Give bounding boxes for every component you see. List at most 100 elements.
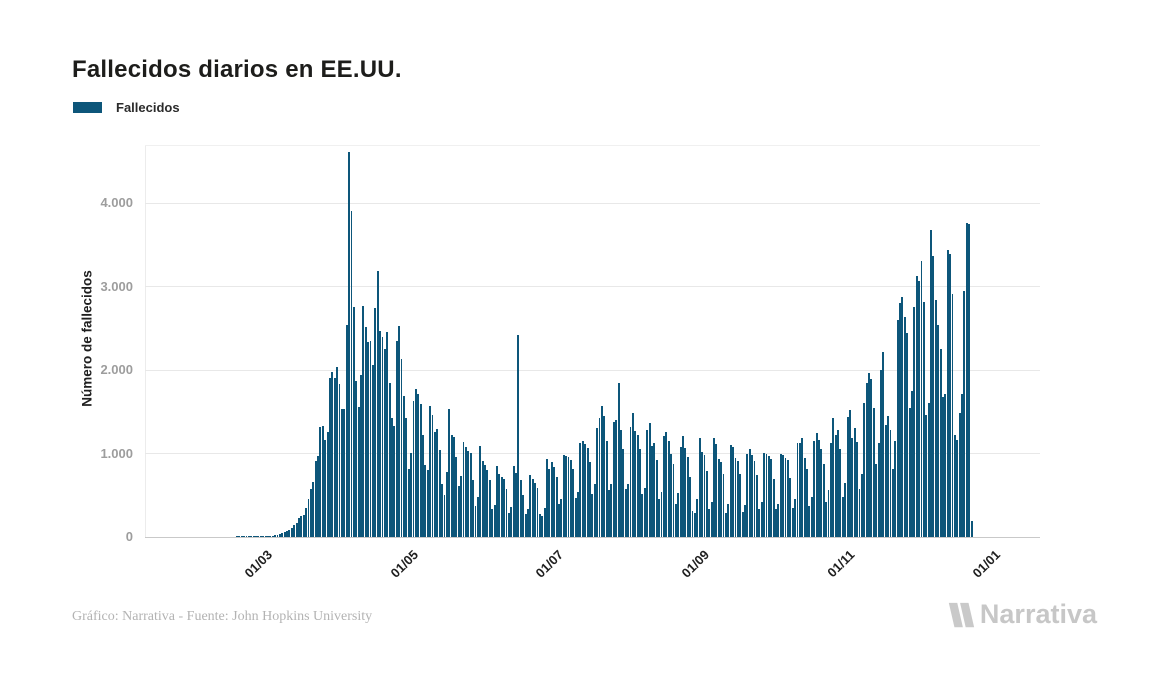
bar — [715, 444, 718, 537]
bar — [953, 435, 956, 537]
narrativa-logo: Narrativa — [946, 599, 1097, 630]
bar — [708, 509, 711, 537]
bar — [944, 394, 947, 537]
bar — [729, 445, 732, 537]
bar — [736, 461, 739, 537]
bar — [600, 406, 603, 537]
bar — [698, 438, 701, 537]
bar — [717, 458, 720, 537]
bar — [538, 514, 541, 537]
bar — [555, 476, 558, 537]
bar — [376, 271, 379, 537]
bar — [665, 431, 668, 537]
legend-swatch-icon — [73, 102, 102, 113]
y-tick-label: 3.000 — [100, 278, 133, 294]
bar — [467, 450, 470, 537]
bar — [751, 455, 754, 537]
bar — [524, 514, 527, 537]
bar — [379, 330, 381, 537]
bar — [612, 421, 615, 537]
bar — [481, 461, 484, 537]
bar — [405, 418, 408, 537]
bar — [572, 469, 575, 537]
narrativa-logo-text: Narrativa — [979, 599, 1097, 629]
bar — [262, 536, 265, 537]
bar — [438, 450, 441, 537]
bar — [670, 453, 672, 537]
bar — [684, 448, 687, 537]
bar — [791, 507, 794, 537]
plot-top-border — [145, 145, 1040, 146]
bar — [586, 447, 589, 537]
bar — [543, 507, 546, 537]
bar — [400, 359, 403, 537]
bar — [913, 306, 916, 537]
bar — [710, 501, 713, 537]
bar — [457, 486, 460, 537]
bar — [460, 476, 463, 537]
bar — [395, 340, 398, 537]
bar — [834, 435, 837, 537]
bar — [739, 473, 742, 537]
bar — [608, 490, 610, 537]
bar — [887, 415, 890, 537]
bar — [596, 428, 599, 537]
bar — [818, 440, 820, 537]
bar — [236, 536, 238, 537]
bar — [925, 415, 928, 537]
bar — [636, 435, 639, 537]
bar — [362, 305, 365, 537]
bar — [693, 512, 696, 537]
bar — [581, 440, 584, 537]
bar — [970, 520, 973, 537]
bar — [288, 529, 291, 537]
bar — [882, 351, 885, 537]
bar — [410, 452, 413, 537]
x-tick-label: 01/01 — [969, 547, 1004, 581]
bar — [577, 491, 579, 537]
bar — [412, 400, 415, 537]
bar — [290, 527, 293, 537]
bar — [689, 476, 692, 537]
bar — [247, 536, 250, 537]
bar — [591, 494, 594, 537]
bar — [240, 536, 243, 537]
bar — [312, 481, 315, 537]
bar — [822, 464, 825, 537]
bar — [713, 437, 715, 537]
bar — [922, 301, 925, 537]
bar — [865, 382, 868, 537]
bar — [965, 223, 968, 537]
bar — [651, 445, 653, 537]
y-axis-line — [145, 145, 146, 537]
bar — [264, 536, 267, 537]
bar — [293, 525, 296, 537]
bar — [622, 448, 625, 537]
bar — [732, 446, 735, 537]
bar — [918, 280, 921, 537]
bar — [558, 504, 560, 537]
bar — [548, 468, 551, 537]
bar — [643, 487, 646, 537]
bar — [968, 224, 971, 537]
bar — [321, 425, 324, 537]
bar — [364, 326, 367, 537]
bar — [839, 448, 842, 537]
bar — [815, 432, 818, 537]
bar — [505, 488, 508, 537]
bar — [875, 463, 878, 537]
bar — [269, 535, 272, 537]
bar — [445, 472, 448, 537]
bar — [653, 443, 656, 537]
bar — [527, 509, 529, 537]
bar — [307, 499, 310, 537]
bar — [243, 536, 246, 537]
chart-caption: Gráfico: Narrativa - Fuente: John Hopkin… — [72, 609, 373, 624]
bar — [462, 442, 465, 537]
bar — [961, 394, 963, 537]
bar — [901, 296, 904, 537]
bar — [837, 430, 839, 537]
bar — [782, 455, 785, 537]
bar — [441, 483, 444, 537]
bar — [402, 396, 405, 537]
